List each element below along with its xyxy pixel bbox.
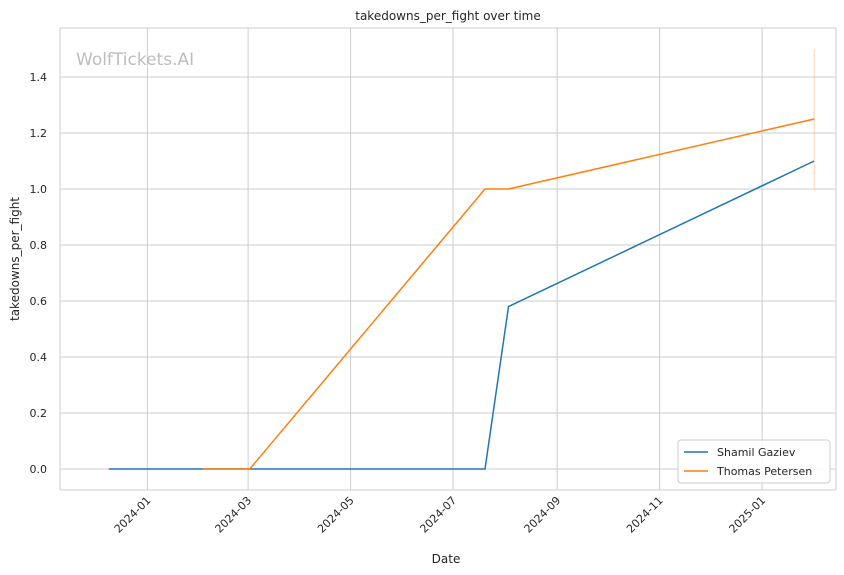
legend-box <box>677 439 831 484</box>
y-tick-label: 0.6 <box>30 295 48 308</box>
y-tick-label: 0.8 <box>30 239 48 252</box>
legend-label-0: Shamil Gaziev <box>717 446 796 459</box>
y-tick-label: 1.0 <box>30 183 48 196</box>
watermark: WolfTickets.AI <box>76 50 194 70</box>
y-tick-label: 1.2 <box>30 127 48 140</box>
y-tick-label: 0.4 <box>30 351 48 364</box>
x-axis-label: Date <box>432 552 461 566</box>
series-line-0 <box>108 160 815 470</box>
plot-frame <box>59 27 837 491</box>
y-tick-label: 0.2 <box>30 407 48 420</box>
series-line-1 <box>202 118 815 470</box>
y-tick-label: 0.0 <box>30 463 48 476</box>
y-tick-labels: 0.0 0.2 0.4 0.6 0.8 1.0 1.2 1.4 <box>30 71 48 476</box>
legend-label-1: Thomas Petersen <box>716 465 812 478</box>
chart-title: takedowns_per_fight over time <box>355 9 541 23</box>
grid-lines <box>60 28 836 490</box>
y-tick-label: 1.4 <box>30 71 48 84</box>
plot-area <box>60 28 836 490</box>
y-axis-label: takedowns_per_fight <box>8 197 22 321</box>
series-layer <box>108 49 815 470</box>
legend: Shamil Gaziev Thomas Petersen <box>677 439 831 484</box>
